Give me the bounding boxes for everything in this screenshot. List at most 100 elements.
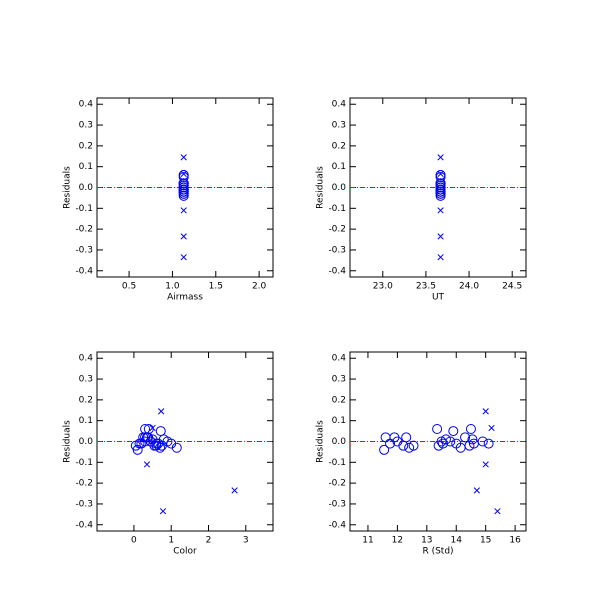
y-tick-label: -0.2 bbox=[328, 479, 346, 489]
data-point bbox=[435, 170, 446, 181]
y-tick-label: 0.1 bbox=[332, 416, 346, 426]
data-point bbox=[404, 442, 415, 453]
y-tick-label: -0.2 bbox=[75, 479, 93, 489]
data-point bbox=[178, 170, 189, 181]
y-tick-label: 0.3 bbox=[332, 375, 346, 385]
data-point bbox=[494, 508, 501, 515]
data-point bbox=[180, 154, 187, 161]
y-tick-label: 0.1 bbox=[332, 162, 346, 172]
y-tick-label: -0.2 bbox=[75, 225, 93, 235]
x-tick-label: 0.5 bbox=[122, 282, 136, 292]
data-point bbox=[437, 170, 444, 178]
x-axis-label: Airmass bbox=[167, 293, 203, 303]
data-point bbox=[477, 436, 488, 447]
data-point bbox=[437, 254, 444, 261]
y-tick-label: 0.3 bbox=[79, 121, 93, 131]
data-point bbox=[134, 438, 145, 449]
data-point bbox=[157, 408, 165, 415]
x-axis-label: UT bbox=[432, 293, 445, 303]
y-tick-label: 0.4 bbox=[332, 100, 347, 110]
y-axis-label: Residuals bbox=[316, 420, 326, 463]
data-point bbox=[380, 432, 391, 443]
x-tick-label: 15 bbox=[480, 536, 491, 546]
data-point bbox=[145, 436, 156, 447]
x-tick-label: 13 bbox=[421, 536, 432, 546]
y-tick-label: -0.3 bbox=[75, 499, 93, 509]
data-point bbox=[178, 186, 189, 197]
y-axis-label: Residuals bbox=[316, 166, 326, 209]
data-point bbox=[401, 432, 412, 443]
y-tick-label: 0.2 bbox=[79, 395, 93, 405]
panel: 0.4 0.3 0.2 0.1 0.0 -0.1 -0.2 -0.3 -0.4 0.5 1.0 1.5… bbox=[63, 97, 274, 303]
y-tick-label: -0.3 bbox=[328, 499, 346, 509]
data-point bbox=[159, 508, 167, 515]
data-point bbox=[437, 233, 444, 240]
y-tick-label: -0.4 bbox=[75, 266, 93, 276]
x-axis-label: Color bbox=[173, 547, 197, 557]
y-tick-label: -0.4 bbox=[328, 266, 346, 276]
data-point bbox=[379, 444, 390, 455]
y-tick-label: 0.1 bbox=[79, 162, 93, 172]
y-tick-label: -0.2 bbox=[328, 225, 346, 235]
y-axis-label: Residuals bbox=[63, 166, 73, 209]
x-tick-label: 1.5 bbox=[209, 282, 223, 292]
data-point bbox=[149, 424, 156, 432]
data-point bbox=[140, 424, 151, 435]
data-point bbox=[158, 434, 169, 445]
data-point bbox=[445, 436, 456, 447]
y-axis-label: Residuals bbox=[63, 420, 73, 463]
data-point bbox=[460, 432, 471, 443]
y-tick-label: 0.0 bbox=[79, 183, 94, 193]
y-tick-label: 0.0 bbox=[332, 183, 347, 193]
data-point bbox=[432, 424, 443, 435]
data-point bbox=[437, 154, 444, 161]
data-point bbox=[231, 487, 238, 494]
x-tick-label: 11 bbox=[362, 536, 373, 546]
data-point bbox=[156, 440, 167, 451]
data-point bbox=[143, 461, 151, 468]
data-point bbox=[155, 426, 166, 437]
data-point bbox=[151, 438, 162, 449]
y-tick-label: 0.2 bbox=[332, 395, 346, 405]
data-point bbox=[408, 440, 419, 451]
y-tick-label: -0.1 bbox=[75, 204, 93, 214]
data-point bbox=[473, 487, 481, 494]
y-tick-label: 0.3 bbox=[332, 121, 346, 131]
y-tick-label: -0.1 bbox=[328, 204, 346, 214]
y-tick-label: 0.3 bbox=[79, 375, 93, 385]
x-tick-label: 2 bbox=[206, 536, 212, 546]
x-tick-label: 12 bbox=[392, 536, 403, 546]
x-axis-label: R (Std) bbox=[422, 547, 453, 557]
y-tick-label: 0.1 bbox=[79, 416, 93, 426]
data-point bbox=[440, 434, 451, 445]
data-point bbox=[482, 461, 489, 468]
data-point bbox=[180, 254, 187, 261]
x-tick-label: 2.0 bbox=[252, 282, 267, 292]
x-tick-label: 3 bbox=[243, 536, 249, 546]
y-tick-label: 0.2 bbox=[332, 141, 346, 151]
y-tick-label: 0.4 bbox=[332, 354, 347, 364]
x-tick-label: 1 bbox=[168, 536, 174, 546]
x-tick-label: 14 bbox=[451, 536, 463, 546]
y-tick-label: 0.4 bbox=[79, 100, 94, 110]
x-tick-label: 23.5 bbox=[416, 282, 436, 292]
y-tick-label: 0.2 bbox=[79, 141, 93, 151]
panel: 0.4 0.3 0.2 0.1 0.0 -0.1 -0.2 -0.3 -0.4 0 1 2 3 Color… bbox=[63, 351, 274, 557]
y-tick-label: -0.4 bbox=[328, 520, 346, 530]
x-tick-label: 24.5 bbox=[502, 282, 522, 292]
x-tick-label: 1.0 bbox=[165, 282, 180, 292]
data-point bbox=[483, 438, 494, 449]
y-tick-label: -0.1 bbox=[75, 458, 93, 468]
data-point bbox=[435, 186, 446, 197]
data-point bbox=[166, 438, 177, 449]
data-point bbox=[488, 424, 495, 432]
x-tick-label: 0 bbox=[131, 536, 137, 546]
x-tick-label: 16 bbox=[509, 536, 521, 546]
y-tick-label: -0.4 bbox=[75, 520, 93, 530]
y-tick-label: -0.3 bbox=[75, 245, 93, 255]
y-tick-label: 0.0 bbox=[79, 437, 94, 447]
data-point bbox=[448, 426, 459, 437]
x-tick-label: 23.0 bbox=[373, 282, 393, 292]
data-point bbox=[437, 207, 444, 214]
